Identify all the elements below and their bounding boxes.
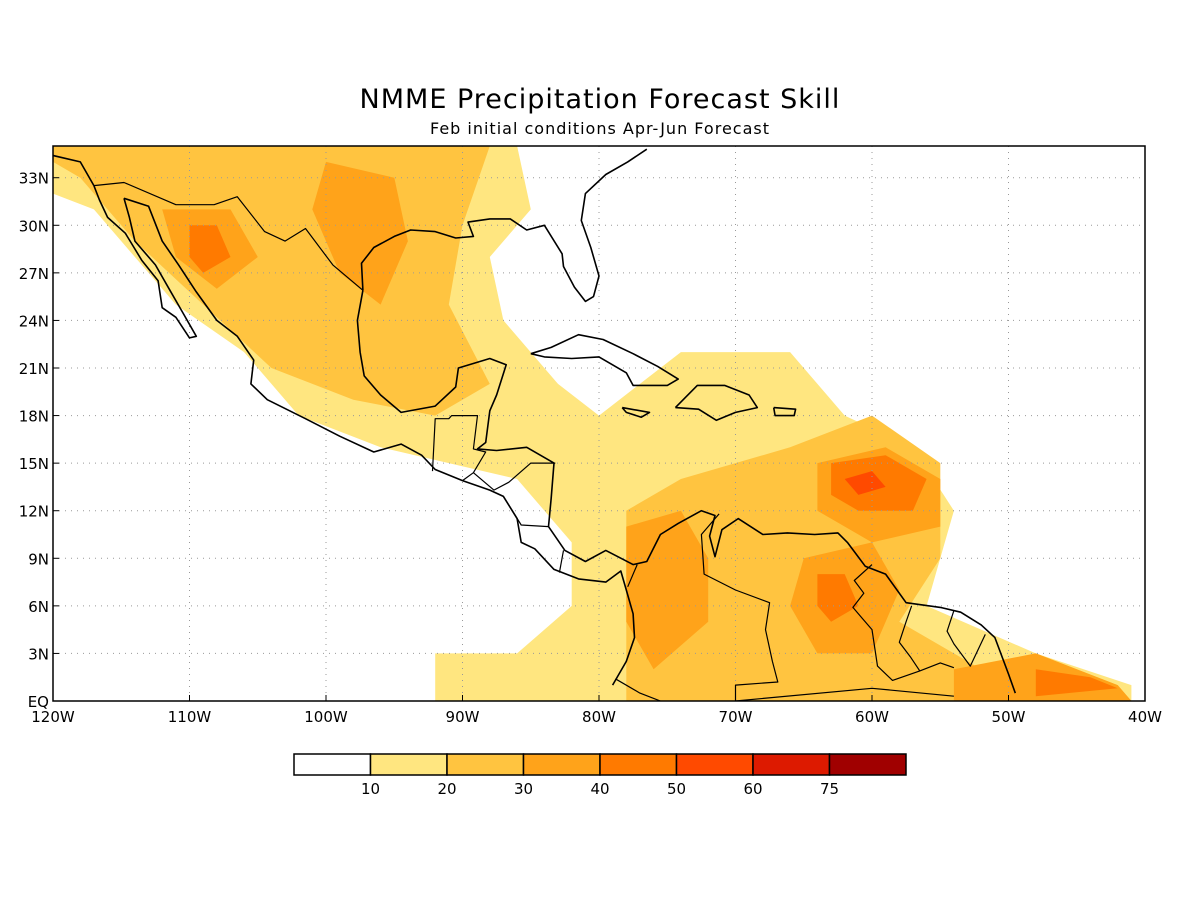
- legend-swatch: [675, 753, 754, 776]
- skill-region-level-4: [817, 574, 859, 622]
- lat-tick-label: 30N: [19, 217, 49, 235]
- country-border: [473, 462, 556, 491]
- lon-tick-label: 70W: [719, 708, 753, 726]
- legend-swatch: [522, 753, 601, 776]
- lat-tick-label: 18N: [19, 408, 49, 426]
- legend-label: 40: [590, 780, 609, 798]
- skill-region-level-5: [844, 471, 886, 495]
- coastline: [356, 290, 1017, 694]
- coastline: [53, 154, 95, 186]
- legend-label: 10: [361, 780, 380, 798]
- country-border: [615, 678, 661, 701]
- map-subtitle: Feb initial conditions Apr-Jun Forecast: [429, 119, 770, 138]
- legend-swatch: [293, 753, 372, 776]
- lat-tick-label: 21N: [19, 360, 49, 378]
- legend-label: 75: [820, 780, 839, 798]
- coastline: [772, 406, 797, 417]
- coastline: [360, 148, 648, 303]
- skill-region-level-4: [189, 225, 231, 273]
- legend-label: 20: [437, 780, 456, 798]
- skill-region-level-4: [1035, 669, 1118, 697]
- longitude-axis: 120W 110W 100W 90W 80W 70W 60W 50W 40W: [31, 695, 1162, 726]
- legend-swatch: [446, 753, 525, 776]
- coastline-layer: [53, 148, 1017, 701]
- legend-swatch: [599, 753, 678, 776]
- lon-tick-label: 120W: [31, 708, 75, 726]
- lat-tick-label: 9N: [28, 550, 49, 568]
- country-border: [627, 564, 638, 588]
- coastline: [674, 384, 759, 422]
- lon-tick-label: 50W: [992, 708, 1026, 726]
- legend-swatch: [369, 753, 448, 776]
- lat-tick-label: EQ: [28, 693, 49, 711]
- coastline: [93, 185, 198, 339]
- graticule-grid: [53, 146, 1145, 701]
- legend-swatch: [828, 753, 907, 776]
- map-title: NMME Precipitation Forecast Skill: [359, 84, 841, 115]
- country-border: [735, 687, 954, 701]
- lon-tick-label: 90W: [446, 708, 480, 726]
- country-border: [93, 181, 364, 291]
- color-legend: 10 20 30 40 50 60 75: [293, 753, 907, 798]
- lat-tick-label: 27N: [19, 265, 49, 283]
- skill-region-level-3: [626, 510, 709, 670]
- lat-tick-label: 24N: [19, 312, 49, 330]
- skill-region-level-3: [312, 161, 408, 305]
- coastline: [621, 406, 651, 419]
- lat-tick-label: 15N: [19, 455, 49, 473]
- country-border: [700, 513, 779, 701]
- latitude-axis: EQ 3N 6N 9N 12N 15N 18N 21N 24N 27N 30N 33N: [19, 170, 59, 711]
- country-border: [502, 496, 549, 528]
- country-border: [946, 610, 986, 667]
- lon-tick-label: 40W: [1128, 708, 1162, 726]
- lat-tick-label: 12N: [19, 503, 49, 521]
- coastline: [123, 197, 636, 686]
- legend-label: 60: [743, 780, 762, 798]
- lon-tick-label: 80W: [582, 708, 616, 726]
- legend-label: 50: [667, 780, 686, 798]
- country-border: [898, 605, 955, 672]
- country-border: [852, 564, 920, 682]
- lon-tick-label: 110W: [168, 708, 212, 726]
- lat-tick-label: 33N: [19, 170, 49, 188]
- country-border: [431, 415, 487, 482]
- coastline: [530, 333, 680, 387]
- lat-tick-label: 3N: [28, 645, 49, 663]
- country-border: [558, 550, 565, 573]
- lat-tick-label: 6N: [28, 598, 49, 616]
- legend-swatch: [752, 753, 831, 776]
- legend-label: 30: [514, 780, 533, 798]
- lon-tick-label: 100W: [304, 708, 348, 726]
- lon-tick-label: 60W: [855, 708, 889, 726]
